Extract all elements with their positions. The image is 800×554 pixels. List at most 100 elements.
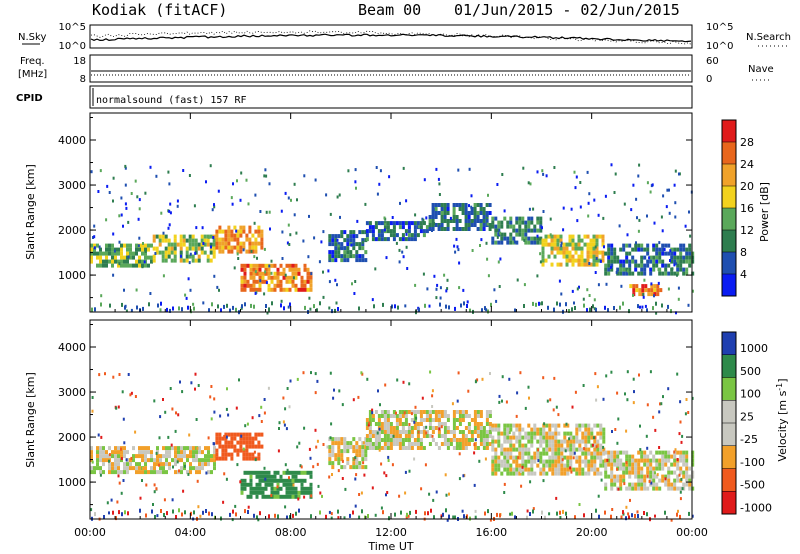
heatmap-cell: [440, 410, 444, 414]
heatmap-cell: [105, 454, 108, 459]
heatmap-cell: [261, 275, 265, 280]
heatmap-cell: [539, 451, 543, 456]
heatmap-cell: [610, 466, 614, 471]
heatmap-cell: [466, 300, 469, 304]
heatmap-cell: [488, 410, 492, 414]
heatmap-cell: [392, 442, 396, 446]
heatmap-cell: [265, 210, 268, 214]
heatmap-cell: [129, 393, 132, 397]
heatmap-cell: [539, 431, 543, 436]
heatmap-cell: [541, 169, 544, 173]
heatmap-cell: [188, 242, 192, 247]
heatmap-cell: [509, 236, 513, 241]
heatmap-cell: [599, 431, 603, 436]
heatmap-cell: [661, 462, 665, 467]
heatmap-cell: [289, 515, 291, 520]
heatmap-cell: [497, 260, 500, 264]
heatmap-cell: [191, 254, 195, 259]
heatmap-cell: [245, 456, 249, 461]
heatmap-cell: [494, 447, 498, 452]
heatmap-cell: [361, 240, 364, 244]
heatmap-cell: [596, 443, 600, 448]
heatmap-cell: [265, 281, 268, 285]
heatmap-cell: [218, 440, 222, 445]
heatmap-cell: [383, 446, 387, 450]
heatmap-cell: [581, 423, 585, 428]
heatmap-cell: [285, 427, 288, 431]
heatmap-cell: [105, 243, 108, 248]
heatmap-cell: [527, 455, 531, 460]
heatmap-cell: [251, 440, 255, 445]
heatmap-cell: [90, 243, 93, 248]
heatmap-cell: [486, 214, 489, 217]
heatmap-cell: [240, 478, 244, 483]
heatmap-cell: [565, 254, 569, 259]
heatmap-cell: [533, 423, 537, 428]
heatmap-cell: [398, 225, 402, 230]
heatmap-cell: [239, 432, 243, 437]
heatmap-cell: [527, 181, 530, 185]
heatmap-cell: [682, 458, 686, 463]
heatmap-cell: [105, 458, 108, 463]
heatmap-cell: [613, 191, 616, 194]
heatmap-cell: [374, 438, 378, 442]
heatmap-cell: [586, 308, 588, 313]
heatmap-cell: [380, 506, 383, 510]
heatmap-cell: [206, 258, 210, 263]
heatmap-cell: [476, 410, 480, 414]
heatmap-cell: [658, 462, 662, 467]
heatmap-cell: [273, 287, 277, 292]
nsky-tick-bottom: 10^0: [59, 41, 86, 52]
heatmap-cell: [303, 486, 307, 491]
y-tick-label: 3000: [58, 179, 86, 192]
heatmap-cell: [352, 398, 355, 402]
heatmap-cell: [144, 450, 147, 455]
heatmap-cell: [479, 438, 483, 442]
heatmap-cell: [568, 250, 572, 255]
heatmap-cell: [652, 255, 656, 260]
y-tick-label: 2000: [58, 224, 86, 237]
heatmap-cell: [341, 459, 344, 463]
heatmap-cell: [578, 471, 582, 476]
heatmap-cell: [497, 467, 501, 472]
heatmap-cell: [159, 458, 162, 463]
heatmap-cell: [186, 454, 189, 459]
heatmap-cell: [218, 436, 222, 441]
heatmap-cell: [135, 466, 138, 471]
heatmap-cell: [337, 307, 339, 311]
heatmap-cell: [108, 462, 111, 467]
heatmap-cell: [491, 216, 495, 221]
heatmap-cell: [503, 482, 506, 486]
heatmap-cell: [645, 434, 648, 438]
heatmap-cell: [607, 450, 611, 455]
heatmap-cell: [285, 470, 289, 475]
heatmap-cell: [354, 168, 357, 172]
heatmap-cell: [111, 462, 114, 467]
heatmap-cell: [454, 515, 456, 520]
heatmap-cell: [410, 434, 414, 438]
heatmap-cell: [215, 436, 219, 441]
heatmap-cell: [593, 439, 597, 444]
heatmap-cell: [641, 305, 644, 309]
heatmap-cell: [177, 454, 180, 459]
heatmap-cell: [168, 454, 171, 459]
heatmap-cell: [530, 443, 534, 448]
heatmap-cell: [105, 255, 108, 260]
heatmap-cell: [649, 450, 653, 455]
heatmap-cell: [506, 240, 510, 245]
heatmap-cell: [595, 238, 599, 243]
heatmap-cell: [569, 467, 573, 472]
heatmap-cell: [127, 511, 129, 516]
heatmap-cell: [360, 491, 363, 495]
heatmap-cell: [173, 242, 177, 247]
heatmap-cell: [467, 426, 471, 430]
heatmap-cell: [129, 243, 132, 248]
heatmap-cell: [665, 205, 668, 209]
heatmap-cell: [607, 271, 611, 276]
heatmap-cell: [93, 243, 96, 248]
heatmap-cell: [371, 233, 375, 238]
heatmap-cell: [497, 459, 501, 464]
heatmap-cell: [120, 213, 123, 217]
heatmap-cell: [503, 232, 507, 237]
heatmap-cell: [563, 423, 567, 428]
